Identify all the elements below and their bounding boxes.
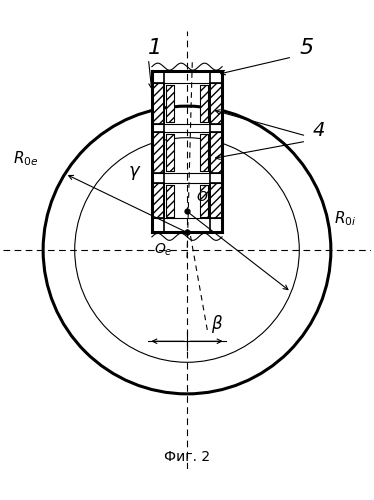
Bar bbox=[210, 84, 222, 124]
Bar bbox=[166, 85, 174, 122]
Text: $R_{0e}$: $R_{0e}$ bbox=[13, 150, 38, 168]
Text: $O$: $O$ bbox=[196, 190, 208, 204]
Bar bbox=[152, 84, 164, 124]
Bar bbox=[200, 185, 208, 216]
Bar bbox=[210, 132, 222, 173]
Bar bbox=[152, 84, 164, 124]
Bar bbox=[152, 184, 164, 218]
Bar bbox=[200, 185, 208, 216]
Bar bbox=[200, 85, 208, 122]
Bar bbox=[210, 184, 222, 218]
Text: 5: 5 bbox=[299, 38, 313, 58]
Bar bbox=[166, 185, 174, 216]
Text: Фиг. 2: Фиг. 2 bbox=[164, 450, 210, 464]
Bar bbox=[152, 184, 164, 218]
Bar bbox=[210, 184, 222, 218]
Bar bbox=[152, 132, 164, 173]
Bar bbox=[166, 185, 174, 216]
Text: 1: 1 bbox=[148, 38, 162, 58]
Bar bbox=[152, 132, 164, 173]
Text: 4: 4 bbox=[312, 121, 325, 140]
Bar bbox=[210, 84, 222, 124]
Text: $\beta$: $\beta$ bbox=[211, 312, 223, 334]
Bar bbox=[166, 85, 174, 122]
Bar bbox=[166, 134, 174, 171]
Bar bbox=[166, 134, 174, 171]
Bar bbox=[200, 85, 208, 122]
Text: $\gamma$: $\gamma$ bbox=[128, 164, 141, 182]
Text: $O_e$: $O_e$ bbox=[154, 241, 173, 258]
Text: $R_{0i}$: $R_{0i}$ bbox=[334, 209, 356, 228]
Bar bbox=[210, 132, 222, 173]
Bar bbox=[200, 134, 208, 171]
Bar bbox=[200, 134, 208, 171]
